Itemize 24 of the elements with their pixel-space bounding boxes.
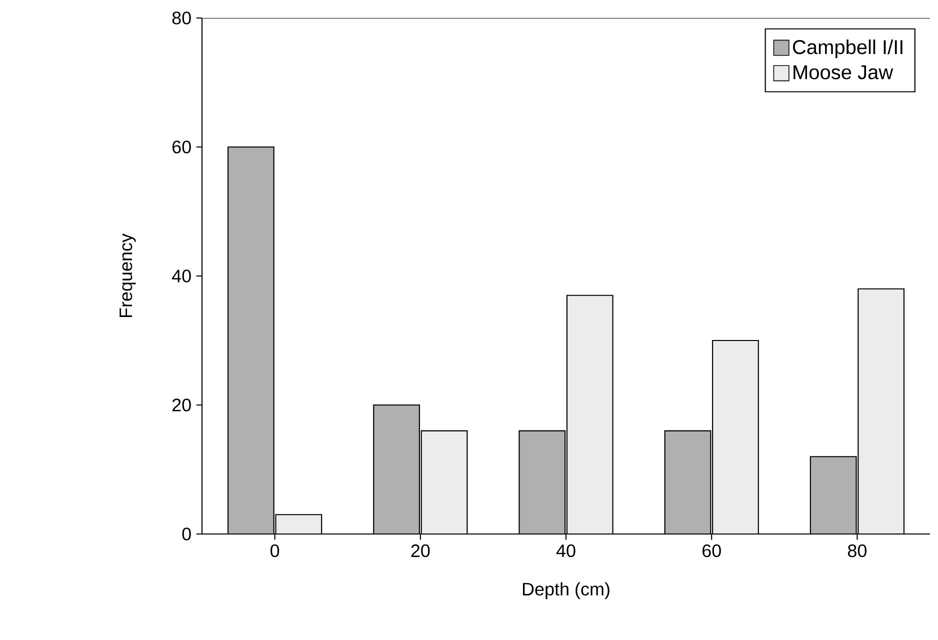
bar <box>664 430 711 534</box>
legend-label: Campbell I/II <box>793 40 902 58</box>
y-tick-label: 60 <box>172 140 191 154</box>
bar <box>374 405 420 534</box>
y-tick-label: 40 <box>172 270 191 282</box>
x-tick-label: 40 <box>556 544 576 558</box>
y-tick-label: 80 <box>172 12 191 24</box>
bar <box>276 514 322 534</box>
bar <box>228 146 274 534</box>
y-axis-title: Frequency <box>120 234 136 318</box>
bar <box>566 295 613 534</box>
legend-label: Moose Jaw <box>794 65 894 80</box>
x-tick-label: 0 <box>270 544 280 558</box>
x-tick-label: 20 <box>411 544 430 558</box>
bar <box>712 340 758 534</box>
bar <box>858 288 905 534</box>
y-tick-label: 20 <box>172 398 191 412</box>
x-tick-label: 60 <box>702 544 721 558</box>
y-tick-label: 0 <box>182 528 191 540</box>
x-axis-title: Depth (cm) <box>522 582 610 600</box>
bar <box>810 456 857 534</box>
x-tick-label: 80 <box>848 544 867 558</box>
bar <box>519 430 566 534</box>
bar <box>421 430 468 534</box>
